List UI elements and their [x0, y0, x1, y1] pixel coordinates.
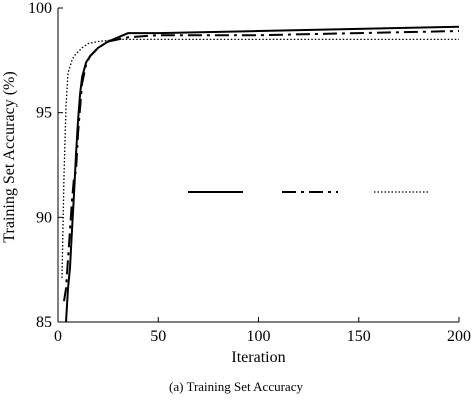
x-axis-ticks: 0 50 100 150 200 [54, 317, 471, 345]
plot-area: 0 50 100 150 200 85 90 95 100 [28, 0, 471, 345]
x-tick-label: 200 [447, 328, 471, 345]
y-tick-label: 95 [36, 105, 52, 122]
figure-caption: (a) Training Set Accuracy [169, 379, 303, 394]
y-tick-label: 100 [28, 0, 52, 17]
y-tick-label: 90 [36, 209, 52, 226]
y-axis-title: Training Set Accuracy (%) [1, 71, 18, 242]
x-tick-label: 150 [347, 328, 371, 345]
series-lines [61, 25, 460, 323]
x-tick-label: 0 [54, 328, 62, 345]
series-line-dashdot [63, 30, 460, 302]
x-tick-label: 100 [247, 328, 271, 345]
y-tick-label: 85 [36, 314, 52, 331]
x-tick-label: 50 [150, 328, 166, 345]
series-line-solid [65, 25, 460, 323]
y-axis-ticks: 85 90 95 100 [28, 0, 63, 331]
series-line-dotted [61, 38, 459, 279]
x-axis-title: Iteration [231, 349, 285, 366]
